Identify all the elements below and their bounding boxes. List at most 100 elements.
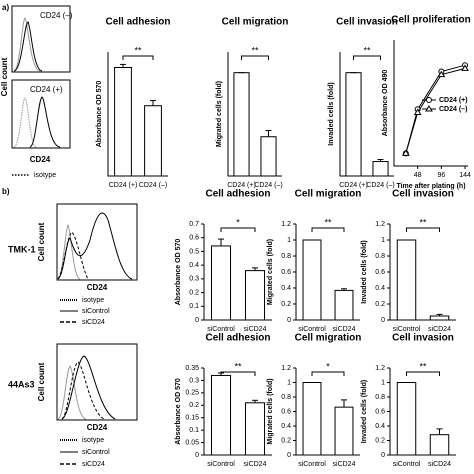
y-tick-label: 0.35 [185, 365, 199, 372]
x-tick-label: CD24 (+) [109, 182, 138, 189]
y-tick-label: 0.4 [375, 423, 385, 430]
y-tick-label: 0.1 [189, 427, 199, 434]
marker [461, 64, 469, 71]
chart-title: Cell migration [295, 333, 362, 344]
y-tick-label: 0.4 [375, 285, 385, 292]
x-tick-label: siCD24 [428, 326, 451, 333]
x-tick-label: siCD24 [333, 461, 356, 468]
y-tick-label: 0.8 [375, 394, 385, 401]
flow-top: CD24 (–) CD24 (+) Cell count CD24 isotyp… [0, 5, 73, 179]
y-axis-label: Migrated cells (fold) [267, 239, 274, 305]
y-tick-label: 0.4 [281, 423, 291, 430]
bar [334, 406, 354, 456]
y-tick-label: 1.2 [281, 221, 291, 228]
y-tick-label: 0.4 [189, 262, 199, 269]
significance-label: * [326, 361, 330, 371]
x-tick-label: 48 [414, 172, 422, 179]
flow-box [56, 203, 138, 281]
bar [144, 105, 162, 177]
bar [345, 72, 362, 177]
y-tick-label: 1.2 [375, 221, 385, 228]
y-tick-label: 0.6 [375, 408, 385, 415]
legend-marker [425, 105, 433, 112]
significance-bracket [220, 227, 256, 232]
y-tick-label: 0.2 [189, 289, 199, 296]
x-tick-label: siControl [393, 326, 421, 333]
flow-box [11, 79, 71, 149]
y-tick-label: 0.2 [375, 437, 385, 444]
significance-label: ** [363, 45, 371, 55]
y-tick-label: 0.6 [281, 408, 291, 415]
y-tick-label: 0.4 [281, 285, 291, 292]
chart-title: Cell invasion [336, 17, 398, 28]
significance-bracket [311, 371, 345, 376]
flow-curve [29, 96, 61, 148]
flow-box [11, 5, 71, 73]
y-tick-label: 0.25 [185, 390, 199, 397]
flow-panel-label: CD24 (–) [40, 11, 73, 20]
y-tick-label: 0.5 [189, 248, 199, 255]
flow-curve [57, 212, 133, 280]
bar [396, 239, 417, 321]
significance-label: ** [419, 217, 427, 227]
bar [210, 374, 232, 456]
y-axis-label: Invaded cells (fold) [328, 82, 335, 145]
x-tick-label: CD24 (+) [227, 182, 256, 189]
bar [233, 72, 250, 177]
flow-curve [57, 365, 87, 420]
marker [401, 149, 410, 156]
x-axis-label: Time after plating (h) [396, 183, 465, 190]
flow-tmk: Cell count CD24 isotype siControl siCD24 [37, 203, 138, 326]
significance-label: ** [134, 45, 142, 55]
legend-marker [426, 97, 432, 103]
y-tick-label: 1 [287, 379, 291, 386]
significance-label: ** [234, 361, 242, 371]
y-axis-label: Absorbance OD 490 [382, 70, 389, 137]
panel-label: b) [2, 187, 10, 196]
y-axis-label: Cell count [0, 57, 9, 96]
flow-curve [57, 231, 89, 280]
y-tick-label: 0.2 [281, 437, 291, 444]
x-tick-label: siCD24 [244, 461, 267, 468]
y-tick-label: 0.6 [189, 235, 199, 242]
significance-label: ** [251, 45, 259, 55]
y-tick-label: 0.15 [185, 415, 199, 422]
y-tick-label: 0 [381, 317, 385, 324]
x-tick-label: siCD24 [244, 326, 267, 333]
y-tick-label: 0.6 [281, 269, 291, 276]
chart-title: Cell adhesion [205, 333, 270, 344]
y-tick-label: 0 [287, 452, 291, 459]
y-tick-label: 0.3 [189, 377, 199, 384]
significance-label: ** [419, 361, 427, 371]
x-tick-label: siCD24 [333, 326, 356, 333]
chart-title: Cell invasion [392, 189, 454, 200]
y-tick-label: 0.3 [189, 276, 199, 283]
bar [260, 136, 277, 177]
chart-title: Cell invasion [392, 333, 454, 344]
legend-label: siControl [82, 449, 110, 456]
x-tick-label: CD24 (–) [254, 182, 282, 189]
legend-label: isotype [34, 172, 56, 179]
x-tick-label: siControl [298, 461, 326, 468]
y-tick-label: 0.2 [189, 402, 199, 409]
significance-bracket [241, 55, 269, 60]
bar [429, 315, 450, 321]
significance-label: * [236, 217, 240, 227]
marker [437, 70, 446, 78]
x-tick-label: siControl [207, 461, 235, 468]
flow-curve [13, 17, 41, 72]
y-tick-label: 0.6 [375, 269, 385, 276]
row-label: TMK-1 [8, 244, 36, 254]
flow-panel-label: CD24 (+) [30, 85, 63, 94]
bar [396, 382, 417, 456]
y-tick-label: 1 [381, 237, 385, 244]
y-axis-label: Invaded cells (fold) [361, 380, 368, 443]
x-tick-label: CD24 (+) [339, 182, 368, 189]
bar [429, 434, 450, 456]
chart-title: Cell migration [295, 189, 362, 200]
flow-curve [13, 21, 43, 72]
x-tick-label: 144 [459, 172, 471, 179]
x-tick-label: siControl [298, 326, 326, 333]
significance-bracket [122, 55, 154, 60]
